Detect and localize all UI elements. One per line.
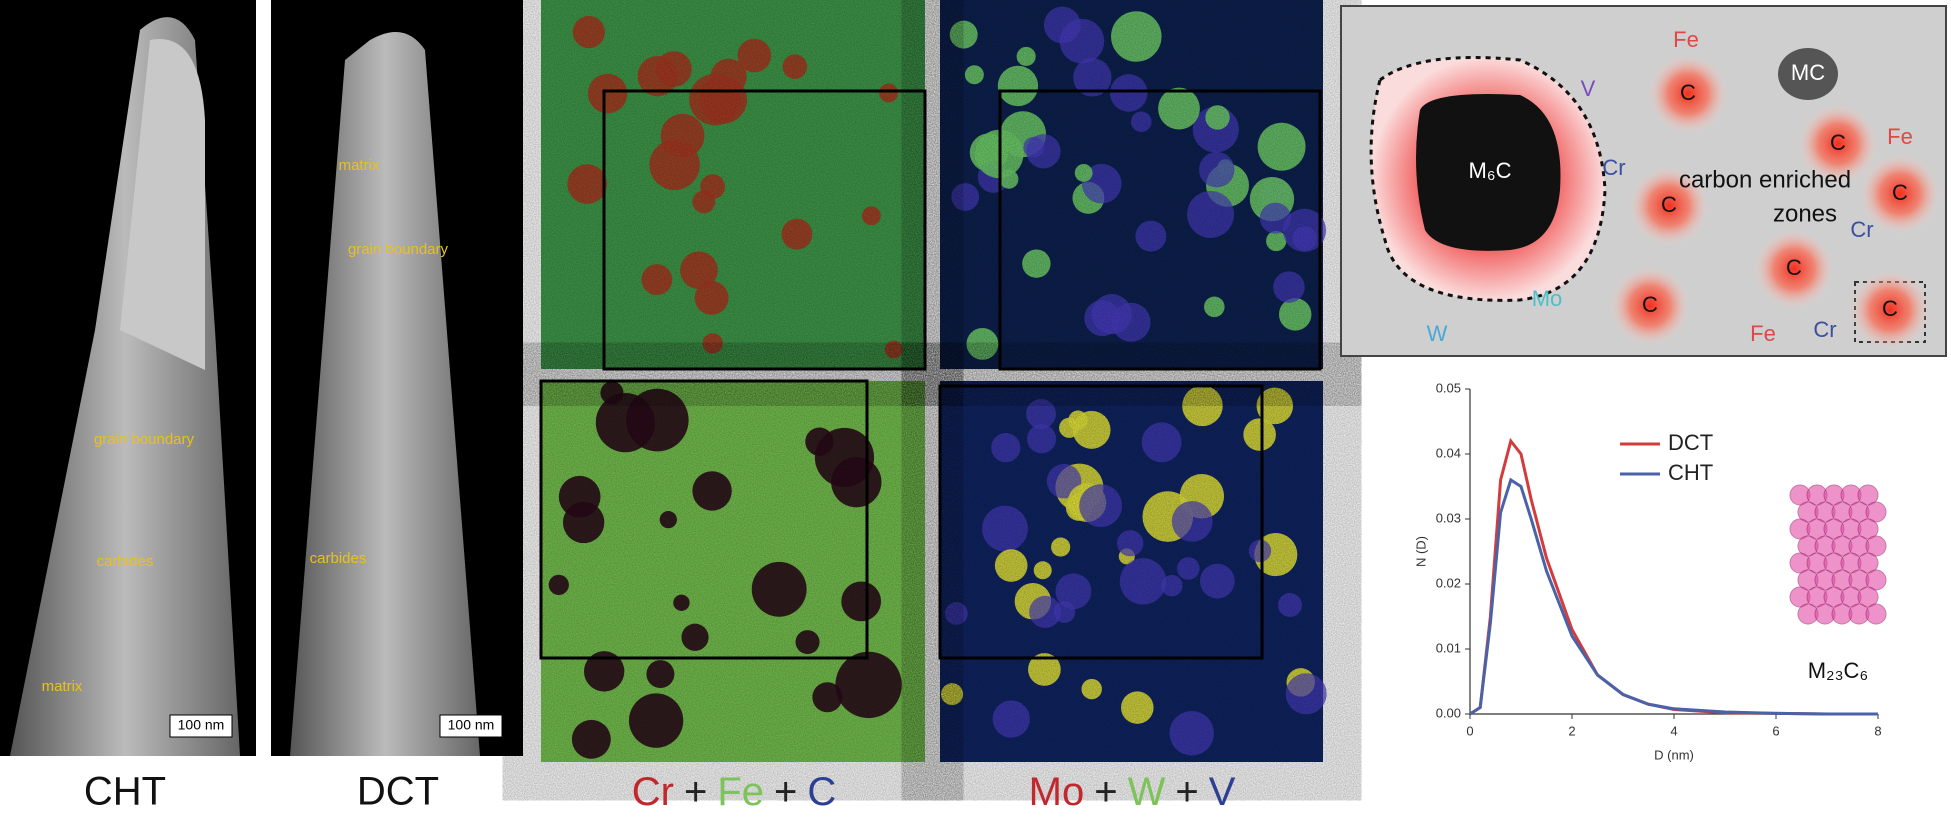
element-label: Fe: [1673, 27, 1699, 52]
scale-bar-box: [439, 714, 503, 738]
y-tick-label: 0.02: [1436, 575, 1461, 590]
carbon-label: C: [1642, 292, 1658, 317]
map-noise: [940, 381, 1323, 762]
caption-part: V: [1209, 770, 1236, 814]
sem-label: matrix: [42, 678, 83, 695]
caption-part: Fe: [717, 770, 764, 814]
sem-cap: [120, 39, 205, 370]
scale-bar-box: [169, 714, 233, 738]
y-axis-label: N (D): [1413, 536, 1428, 567]
crystal-atom: [1865, 569, 1887, 591]
roi-box: [539, 379, 869, 660]
crystal-atom: [1865, 501, 1887, 523]
y-tick-label: 0.05: [1436, 380, 1461, 395]
sem-label: carbides: [310, 550, 367, 567]
crystal-atom: [1857, 518, 1879, 540]
element-label: Cr: [1850, 217, 1873, 242]
element-label: Fe: [1887, 124, 1913, 149]
carbon-zone: [1850, 270, 1930, 350]
caption-part: +: [684, 770, 707, 814]
zone-label: carbon enriched: [1679, 166, 1851, 193]
caption-part: Mo: [1029, 770, 1085, 814]
caption-part: C: [807, 770, 836, 814]
particle-label: MC: [1791, 60, 1825, 85]
panel-caption: CHT: [84, 770, 166, 814]
roi-box: [602, 89, 927, 371]
map-noise: [541, 381, 925, 762]
caption-part: +: [1175, 770, 1198, 814]
y-tick-label: 0.01: [1436, 640, 1461, 655]
map-noise: [541, 0, 925, 369]
m6c-particle: [1416, 94, 1561, 251]
x-tick-label: 6: [1772, 723, 1779, 738]
mc-particle: [1778, 48, 1838, 100]
distribution-chart: 0.00 0.01 0.02 0.03 0.04 0.05 0 2 4 6 8 D (nm) N (D)…: [1413, 380, 1887, 762]
element-label: W: [1427, 321, 1448, 346]
caption-part: +: [1094, 770, 1117, 814]
zone-label: zones: [1773, 200, 1837, 227]
carbon-label: C: [1830, 130, 1846, 155]
crystal-atom: [1857, 552, 1879, 574]
roi-box: [998, 89, 1322, 371]
carbon-zone: [1610, 266, 1690, 346]
crystal-atom: [1857, 484, 1879, 506]
carbon-label: C: [1661, 192, 1677, 217]
carbon-label: C: [1892, 180, 1908, 205]
data-line: [1469, 477, 1878, 716]
carbon-zone: [1860, 154, 1940, 234]
x-axis-label: D (nm): [1654, 747, 1694, 762]
caption-part: W: [1128, 770, 1166, 814]
crystal-atom: [1865, 603, 1887, 625]
scale-bar-label: 100 nm: [178, 717, 225, 733]
caption-part: +: [774, 770, 797, 814]
legend-label: DCT: [1668, 430, 1713, 455]
crystal-atom: [1865, 535, 1887, 557]
carbon-label: C: [1882, 296, 1898, 321]
y-tick-label: 0.04: [1436, 445, 1461, 460]
structure-label: M₂₃C₆: [1808, 658, 1869, 683]
sem-label: matrix: [339, 157, 380, 174]
particle-label: M₆C: [1468, 158, 1511, 183]
carbon-zone: [1629, 166, 1709, 246]
element-label: V: [1581, 76, 1596, 101]
panel-caption: DCT: [357, 770, 439, 814]
roi-box: [938, 384, 1264, 660]
map-caption: Mo + W + V: [1029, 770, 1236, 814]
sem-tip: [290, 32, 480, 756]
element-label: Mo: [1532, 286, 1563, 311]
y-tick-label: 0.00: [1436, 705, 1461, 720]
element-label: Fe: [1750, 321, 1776, 346]
sem-label: grain boundary: [94, 431, 195, 448]
map-caption: Cr + Fe + C: [632, 770, 837, 814]
crystal-atom: [1857, 586, 1879, 608]
x-tick-label: 2: [1568, 723, 1575, 738]
schematic-labels: C C C C C C C M₆C MC carbon enriched zones Fe V Cr Fe C…: [1427, 27, 1940, 350]
carbon-zone: [1798, 104, 1878, 184]
carbon-zone: [1648, 54, 1728, 134]
sem-label: grain boundary: [348, 241, 449, 258]
legend-label: CHT: [1668, 460, 1713, 485]
scale-bar-label: 100 nm: [448, 717, 495, 733]
sem-label: carbides: [97, 553, 154, 570]
carbon-label: C: [1786, 255, 1802, 280]
x-tick-label: 8: [1874, 723, 1881, 738]
carbon-label: C: [1680, 80, 1696, 105]
element-label: Cr: [1813, 317, 1836, 342]
map-noise: [940, 0, 1323, 369]
x-tick-label: 0: [1466, 723, 1473, 738]
caption-part: Cr: [632, 770, 674, 814]
x-tick-label: 4: [1670, 723, 1677, 738]
carbon-zone: [1754, 229, 1834, 309]
element-label: Cr: [1602, 155, 1625, 180]
y-tick-label: 0.03: [1436, 510, 1461, 525]
